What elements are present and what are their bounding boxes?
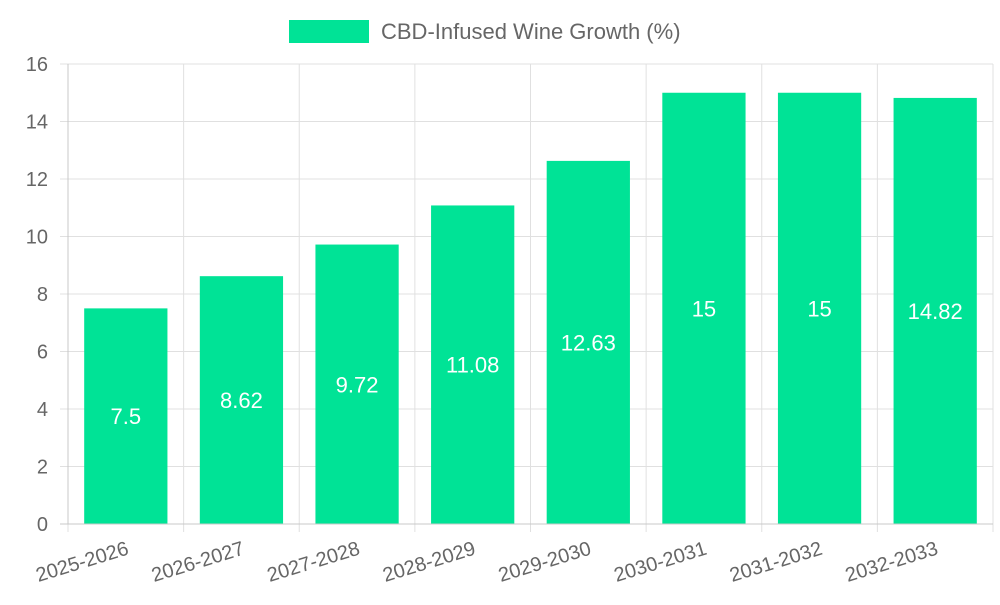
y-tick-label: 12 <box>26 169 48 191</box>
y-tick-label: 0 <box>37 514 48 536</box>
x-tick-label: 2027-2028 <box>265 538 363 587</box>
y-tick-label: 4 <box>37 399 48 421</box>
y-tick-label: 16 <box>26 54 48 76</box>
y-tick-label: 14 <box>26 112 48 134</box>
bar[interactable] <box>893 97 977 525</box>
y-tick-label: 8 <box>37 284 48 306</box>
bar-value-label: 11.08 <box>446 353 499 378</box>
x-tick-label: 2029-2030 <box>496 538 594 587</box>
bar[interactable] <box>662 92 746 524</box>
bar[interactable] <box>777 92 862 524</box>
bar-value-label: 15 <box>692 296 716 321</box>
bars <box>84 92 977 525</box>
bar-value-label: 9.72 <box>336 372 379 397</box>
bar-value-label: 15 <box>807 296 831 321</box>
x-tick-label: 2031-2032 <box>727 538 825 587</box>
bar-value-label: 12.63 <box>561 330 616 355</box>
bar[interactable] <box>315 244 399 525</box>
legend-label: CBD-Infused Wine Growth (%) <box>381 19 681 44</box>
y-tick-label: 6 <box>37 342 48 364</box>
x-tick-label: 2026-2027 <box>149 538 247 587</box>
data-labels: 7.5 8.62 9.72 11.08 12.63 15 15 14.82 <box>111 296 963 429</box>
x-tick-label: 2030-2031 <box>611 538 709 587</box>
x-tick-label: 2032-2033 <box>843 538 941 587</box>
y-tick-label: 2 <box>37 457 48 479</box>
x-tick-label: 2028-2029 <box>380 538 478 587</box>
bar[interactable] <box>546 160 630 524</box>
legend[interactable]: CBD-Infused Wine Growth (%) <box>289 19 681 44</box>
x-tick-label: 2025-2026 <box>33 538 131 587</box>
bar-value-label: 8.62 <box>220 388 263 413</box>
bar[interactable] <box>199 276 284 524</box>
bar-value-label: 14.82 <box>908 299 963 324</box>
legend-swatch <box>289 20 369 43</box>
y-tick-label: 10 <box>26 227 48 249</box>
bar[interactable] <box>431 205 515 524</box>
grid-lines <box>60 63 994 532</box>
bar[interactable] <box>84 308 168 524</box>
bar-value-label: 7.5 <box>111 404 142 429</box>
